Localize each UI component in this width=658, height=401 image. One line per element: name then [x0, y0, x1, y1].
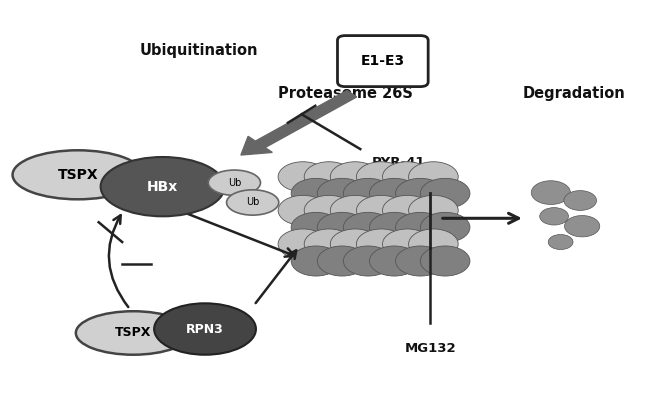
- Ellipse shape: [154, 303, 256, 355]
- Ellipse shape: [13, 150, 143, 199]
- Circle shape: [317, 178, 367, 209]
- Circle shape: [382, 195, 432, 225]
- Circle shape: [357, 229, 406, 259]
- Text: PYR-41: PYR-41: [371, 156, 425, 170]
- Circle shape: [531, 181, 570, 205]
- Circle shape: [420, 178, 470, 209]
- Circle shape: [565, 215, 599, 237]
- FancyArrow shape: [241, 91, 357, 155]
- Ellipse shape: [76, 311, 191, 355]
- Text: TSPX: TSPX: [57, 168, 98, 182]
- Circle shape: [395, 178, 445, 209]
- Ellipse shape: [226, 190, 279, 215]
- Ellipse shape: [209, 170, 261, 195]
- Circle shape: [409, 195, 458, 225]
- Circle shape: [395, 246, 445, 276]
- Circle shape: [343, 178, 393, 209]
- Text: Degradation: Degradation: [522, 86, 625, 101]
- Circle shape: [304, 162, 354, 192]
- Circle shape: [369, 246, 419, 276]
- Circle shape: [540, 208, 569, 225]
- Ellipse shape: [101, 157, 224, 216]
- Circle shape: [304, 195, 354, 225]
- Text: E1-E3: E1-E3: [361, 54, 405, 68]
- Circle shape: [330, 195, 380, 225]
- Circle shape: [278, 229, 328, 259]
- Circle shape: [278, 195, 328, 225]
- Circle shape: [317, 246, 367, 276]
- Text: RPN3: RPN3: [186, 322, 224, 336]
- Text: Ub: Ub: [246, 197, 259, 207]
- Text: Ubiquitination: Ubiquitination: [139, 43, 258, 58]
- Circle shape: [369, 178, 419, 209]
- Circle shape: [548, 235, 573, 249]
- Circle shape: [278, 162, 328, 192]
- Circle shape: [357, 162, 406, 192]
- Circle shape: [330, 229, 380, 259]
- Circle shape: [409, 229, 458, 259]
- Circle shape: [395, 213, 445, 243]
- Circle shape: [382, 162, 432, 192]
- Circle shape: [420, 213, 470, 243]
- Circle shape: [291, 246, 341, 276]
- Circle shape: [304, 229, 354, 259]
- Circle shape: [357, 195, 406, 225]
- Text: Proteasome 26S: Proteasome 26S: [278, 86, 413, 101]
- Circle shape: [317, 213, 367, 243]
- Circle shape: [291, 213, 341, 243]
- Circle shape: [382, 229, 432, 259]
- Text: HBx: HBx: [147, 180, 178, 194]
- Circle shape: [564, 190, 597, 211]
- Circle shape: [409, 162, 458, 192]
- Text: TSPX: TSPX: [115, 326, 151, 340]
- Circle shape: [343, 213, 393, 243]
- Circle shape: [369, 213, 419, 243]
- Circle shape: [291, 178, 341, 209]
- Circle shape: [330, 162, 380, 192]
- Circle shape: [420, 246, 470, 276]
- Circle shape: [343, 246, 393, 276]
- FancyBboxPatch shape: [338, 36, 428, 87]
- Text: MG132: MG132: [404, 342, 456, 355]
- Text: Ub: Ub: [228, 178, 241, 188]
